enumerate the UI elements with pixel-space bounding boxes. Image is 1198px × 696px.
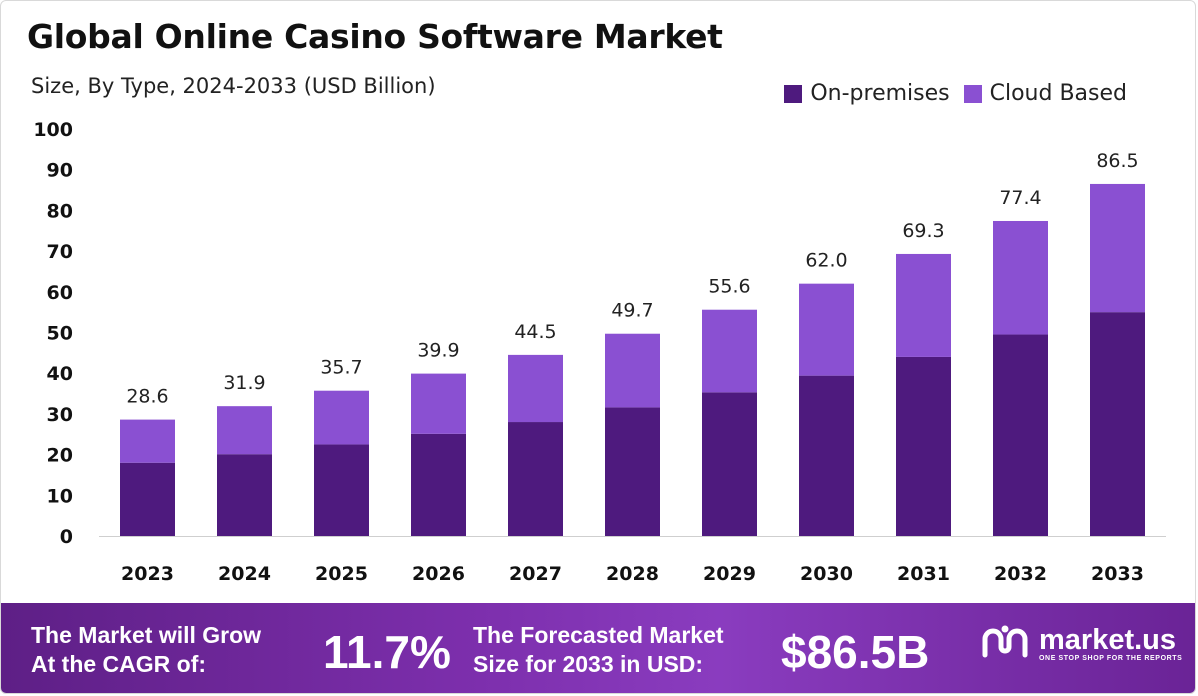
forecast-label: The Forecasted Market Size for 2033 in U… (473, 621, 724, 679)
x-tick-label: 2025 (315, 563, 368, 585)
bar-total-label: 55.6 (708, 276, 750, 298)
bar-cloud-based (314, 390, 369, 445)
x-tick-label: 2030 (800, 563, 853, 585)
y-tick-label: 50 (47, 323, 73, 345)
bar-total-label: 77.4 (999, 187, 1041, 209)
legend-swatch-on-premises (784, 84, 803, 103)
legend-item-cloud-based: Cloud Based (963, 81, 1127, 106)
bar-on-premises (1090, 312, 1145, 536)
footer-banner: The Market will Grow At the CAGR of: 11.… (1, 603, 1195, 693)
x-tick-label: 2024 (218, 563, 271, 585)
y-tick-label: 30 (47, 404, 73, 426)
bar-chart: 010203040506070809010028.6202331.9202435… (33, 119, 1166, 585)
x-tick-label: 2033 (1091, 563, 1144, 585)
bar-cloud-based (411, 373, 466, 434)
market-us-logo-icon (979, 623, 1031, 663)
y-tick-label: 40 (47, 363, 73, 385)
legend-label-on-premises: On-premises (810, 81, 950, 106)
bar-cloud-based (896, 253, 951, 357)
y-tick-label: 70 (47, 241, 73, 263)
y-tick-label: 20 (47, 445, 73, 467)
bar-on-premises (993, 334, 1048, 536)
bar-on-premises (605, 407, 660, 536)
legend-swatch-cloud-based (963, 84, 982, 103)
cagr-value: 11.7% (323, 626, 451, 678)
bar-total-label: 49.7 (611, 300, 653, 322)
cagr-label-line1: The Market will Grow (31, 622, 262, 648)
bar-total-label: 86.5 (1096, 150, 1138, 172)
bar-cloud-based (702, 309, 757, 393)
y-tick-label: 10 (47, 485, 73, 507)
bar-on-premises (702, 392, 757, 536)
bar-cloud-based (605, 333, 660, 408)
y-tick-label: 80 (47, 200, 73, 222)
bar-cloud-based (508, 354, 563, 423)
bar-on-premises (896, 356, 951, 536)
bar-total-label: 35.7 (320, 357, 362, 379)
brand-text: market.us ONE STOP SHOP FOR THE REPORTS (1039, 625, 1182, 662)
bar-on-premises (120, 462, 175, 536)
legend-item-on-premises: On-premises (784, 81, 950, 106)
x-tick-label: 2028 (606, 563, 659, 585)
bar-cloud-based (217, 406, 272, 455)
bar-cloud-based (799, 283, 854, 376)
x-tick-label: 2023 (121, 563, 174, 585)
x-tick-label: 2032 (994, 563, 1047, 585)
legend: On-premises Cloud Based (784, 81, 1127, 106)
bar-on-premises (508, 422, 563, 536)
bar-on-premises (217, 454, 272, 536)
x-tick-label: 2026 (412, 563, 465, 585)
forecast-value: $86.5B (781, 626, 930, 678)
bar-on-premises (799, 375, 854, 536)
brand-logo: market.us ONE STOP SHOP FOR THE REPORTS (979, 623, 1182, 663)
bar-on-premises (314, 444, 369, 536)
bar-cloud-based (993, 220, 1048, 335)
x-tick-label: 2027 (509, 563, 562, 585)
bar-total-label: 44.5 (514, 321, 556, 343)
forecast-label-line2: Size for 2033 in USD: (473, 651, 704, 677)
bar-total-label: 28.6 (126, 386, 168, 408)
bar-cloud-based (120, 419, 175, 463)
y-tick-label: 60 (47, 282, 73, 304)
cagr-label: The Market will Grow At the CAGR of: (31, 621, 261, 679)
x-tick-label: 2031 (897, 563, 950, 585)
bar-total-label: 31.9 (223, 372, 265, 394)
y-tick-label: 90 (47, 160, 73, 182)
y-tick-label: 100 (33, 119, 73, 141)
bar-on-premises (411, 433, 466, 536)
x-tick-label: 2029 (703, 563, 756, 585)
bar-total-label: 69.3 (902, 220, 944, 242)
brand-name: market.us (1039, 623, 1177, 656)
brand-tagline: ONE STOP SHOP FOR THE REPORTS (1039, 654, 1183, 662)
chart-subtitle: Size, By Type, 2024-2033 (USD Billion) (31, 74, 436, 98)
y-tick-label: 0 (60, 526, 73, 548)
legend-label-cloud-based: Cloud Based (989, 81, 1127, 106)
bar-total-label: 39.9 (417, 340, 459, 362)
bar-total-label: 62.0 (805, 250, 847, 272)
cagr-label-line2: At the CAGR of: (31, 651, 207, 677)
forecast-label-line1: The Forecasted Market (473, 622, 724, 648)
bar-cloud-based (1090, 183, 1145, 313)
chart-title: Global Online Casino Software Market (27, 17, 723, 56)
